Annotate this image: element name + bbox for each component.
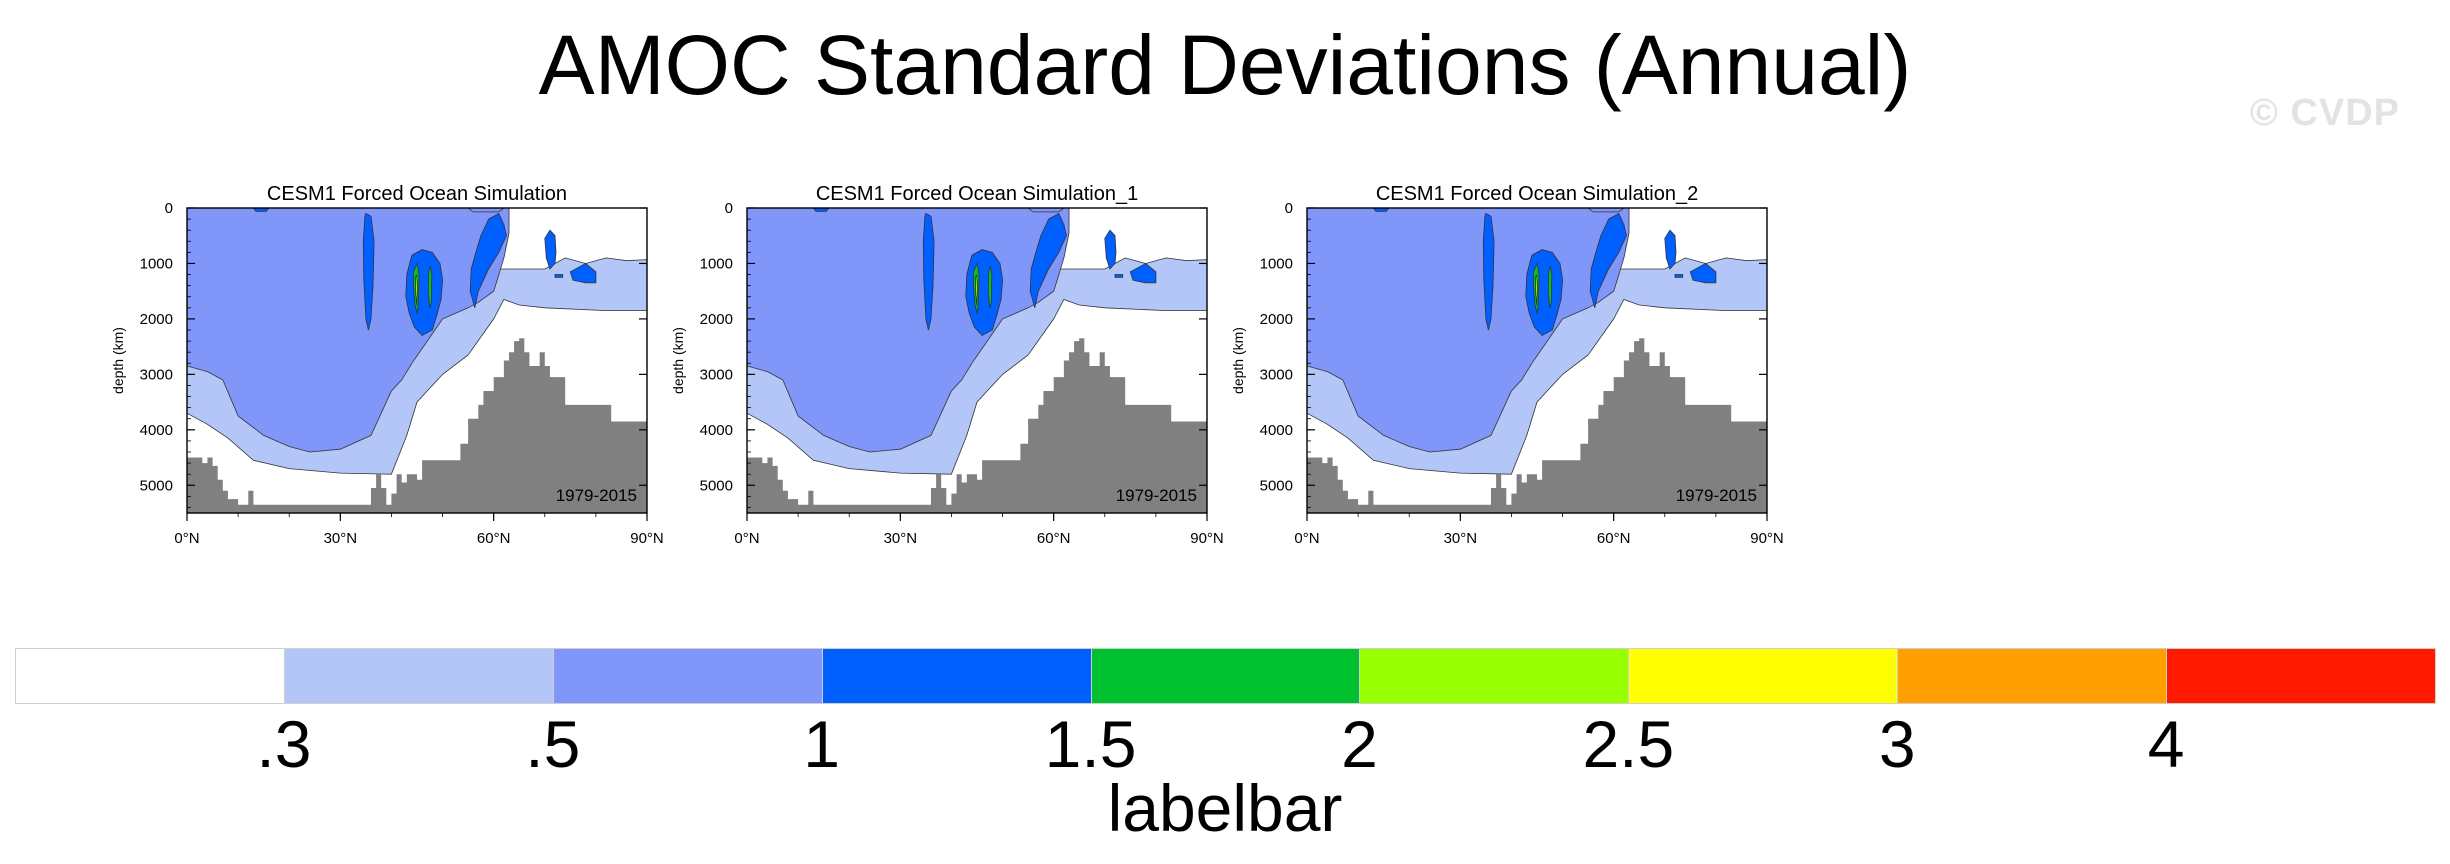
labelbar-swatch xyxy=(1897,648,2168,704)
y-tick-label: 1000 xyxy=(140,255,173,272)
contour-level-1 xyxy=(922,212,935,331)
bathymetry xyxy=(1307,338,1767,513)
y-axis-label: depth (km) xyxy=(670,327,686,394)
y-tick-label: 3000 xyxy=(1260,366,1293,383)
contour-level-1.5 xyxy=(427,266,433,308)
x-tick-label: 90°N xyxy=(1750,530,1784,547)
x-tick-label: 0°N xyxy=(734,530,759,547)
labelbar-tick-label: 2 xyxy=(1341,707,1378,781)
contour-level-1 xyxy=(1689,263,1717,284)
amoc-panel-svg: CESM1 Forced Ocean Simulation 0 1000 2000 30… xyxy=(110,183,664,547)
watermark: © CVDP xyxy=(2249,92,2400,134)
contour-level-1 xyxy=(1482,212,1495,331)
y-tick-label: 5000 xyxy=(700,477,733,494)
y-tick-label: 0 xyxy=(725,200,733,217)
labelbar-swatch xyxy=(1628,648,1899,704)
labelbar-swatch xyxy=(552,648,823,704)
y-tick-label: 0 xyxy=(1285,200,1293,217)
amoc-panel-3: CESM1 Forced Ocean Simulation_2 0 1000 2000… xyxy=(1225,172,1785,562)
x-tick-label: 60°N xyxy=(1037,530,1071,547)
amoc-panel-2: CESM1 Forced Ocean Simulation_1 0 1000 2000… xyxy=(665,172,1225,562)
labelbar-swatch xyxy=(1090,648,1361,704)
labelbar-swatch xyxy=(821,648,1092,704)
labelbar-tick-label: 1 xyxy=(803,707,841,781)
contour-level-1 xyxy=(1114,274,1124,278)
y-tick-label: 4000 xyxy=(140,422,173,439)
labelbar-swatch xyxy=(2166,648,2436,704)
bathymetry xyxy=(747,338,1207,513)
plot-frame xyxy=(186,207,648,514)
y-tick-label: 1000 xyxy=(1260,255,1293,272)
y-tick-label: 2000 xyxy=(1260,311,1293,328)
contour-level-1 xyxy=(1589,212,1627,308)
panel-title: CESM1 Forced Ocean Simulation_1 xyxy=(816,183,1138,205)
labelbar-tick-label: .3 xyxy=(256,707,312,781)
period-label: 1979-2015 xyxy=(1116,486,1197,505)
y-tick-label: 1000 xyxy=(700,255,733,272)
y-axis-label: depth (km) xyxy=(110,327,126,394)
y-tick-label: 4000 xyxy=(700,422,733,439)
contour-level-1 xyxy=(569,263,597,284)
contour-level-0.5 xyxy=(1027,208,1065,213)
page-title: AMOC Standard Deviations (Annual) xyxy=(538,18,1912,112)
x-tick-label: 30°N xyxy=(324,530,358,547)
contour-level-1 xyxy=(812,208,830,212)
contour-level-0.5 xyxy=(1587,208,1625,213)
x-tick-label: 60°N xyxy=(477,530,511,547)
y-tick-label: 5000 xyxy=(140,477,173,494)
x-tick-label: 0°N xyxy=(1294,530,1319,547)
y-tick-label: 3000 xyxy=(140,366,173,383)
x-tick-label: 30°N xyxy=(884,530,918,547)
amoc-panel-svg: CESM1 Forced Ocean Simulation_2 0 1000 2000… xyxy=(1230,183,1784,547)
contour-level-1 xyxy=(1104,229,1117,270)
labelbar-tick-label: 2.5 xyxy=(1582,707,1675,781)
contour-level-1 xyxy=(469,212,507,308)
contour-level-1 xyxy=(1129,263,1157,284)
y-tick-label: 3000 xyxy=(700,366,733,383)
panel-title: CESM1 Forced Ocean Simulation xyxy=(267,183,567,205)
labelbar-title: labelbar xyxy=(1107,771,1343,845)
x-tick-label: 90°N xyxy=(1190,530,1224,547)
labelbar-tick-label: .5 xyxy=(525,707,581,781)
y-tick-label: 0 xyxy=(165,200,173,217)
contour-level-1 xyxy=(1029,212,1067,308)
contour-level-1 xyxy=(544,229,557,270)
bathymetry xyxy=(187,338,647,513)
y-tick-label: 5000 xyxy=(1260,477,1293,494)
y-axis-label: depth (km) xyxy=(1230,327,1246,394)
period-label: 1979-2015 xyxy=(556,486,637,505)
contour-level-2 xyxy=(1535,274,1538,306)
contour-level-0.5 xyxy=(467,208,505,213)
labelbar-swatch xyxy=(1359,648,1630,704)
contour-level-1 xyxy=(554,274,564,278)
labelbar xyxy=(15,648,2436,706)
panel-title: CESM1 Forced Ocean Simulation_2 xyxy=(1376,183,1698,205)
contour-level-2 xyxy=(415,274,418,306)
labelbar-swatch xyxy=(283,648,554,704)
period-label: 1979-2015 xyxy=(1676,486,1757,505)
contour-level-1.5 xyxy=(987,266,993,308)
x-tick-label: 90°N xyxy=(630,530,664,547)
contour-level-2 xyxy=(975,274,978,306)
contour-level-1 xyxy=(252,208,270,212)
y-tick-label: 4000 xyxy=(1260,422,1293,439)
contour-level-1 xyxy=(362,212,375,331)
contour-level-1 xyxy=(1674,274,1684,278)
contour-level-1 xyxy=(1664,229,1677,270)
labelbar-tick-label: 1.5 xyxy=(1044,707,1137,781)
y-tick-label: 2000 xyxy=(140,311,173,328)
plot-frame xyxy=(746,207,1208,514)
y-tick-label: 2000 xyxy=(700,311,733,328)
contour-level-1 xyxy=(1372,208,1390,212)
amoc-panel-1: CESM1 Forced Ocean Simulation 0 1000 2000 30… xyxy=(105,172,665,562)
contour-level-1.5 xyxy=(1547,266,1553,308)
labelbar-swatch xyxy=(15,648,285,704)
amoc-panel-svg: CESM1 Forced Ocean Simulation_1 0 1000 2000… xyxy=(670,183,1224,547)
labelbar-tick-label: 4 xyxy=(2147,707,2185,781)
plot-frame xyxy=(1306,207,1768,514)
x-tick-label: 30°N xyxy=(1444,530,1478,547)
x-tick-label: 0°N xyxy=(174,530,199,547)
x-tick-label: 60°N xyxy=(1597,530,1631,547)
labelbar-tick-label: 3 xyxy=(1878,707,1916,781)
